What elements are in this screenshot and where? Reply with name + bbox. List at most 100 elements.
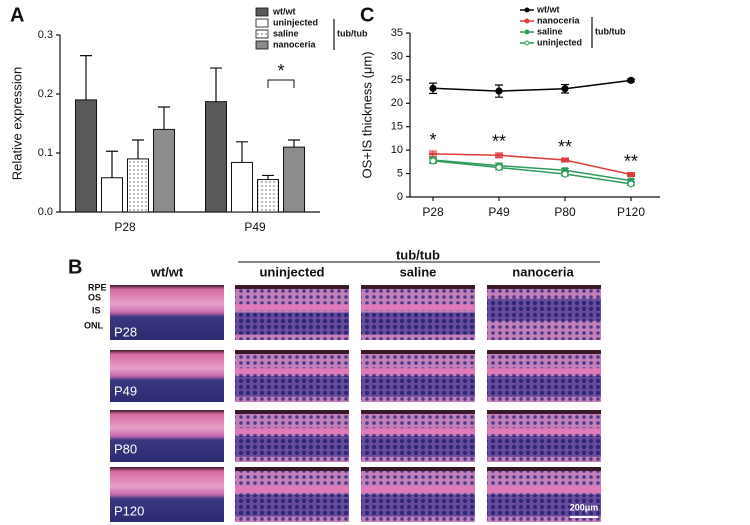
layer-label: ONL — [84, 320, 104, 330]
x-tick-label: P120 — [617, 205, 645, 219]
micrograph-onl — [361, 436, 475, 457]
legend-swatch — [255, 18, 269, 28]
marker — [627, 180, 635, 188]
micrograph-onl — [487, 376, 601, 397]
legend-marker — [524, 29, 530, 35]
column-label: nanoceria — [512, 264, 574, 279]
column-label: wt/wt — [150, 264, 184, 279]
marker — [429, 84, 437, 92]
micrograph — [110, 467, 224, 522]
y-tick-label: 0.3 — [38, 29, 53, 41]
significance-bracket — [267, 79, 295, 89]
y-tick-label: 0.1 — [38, 147, 53, 159]
histology-panel: B tub/tub wt/wt uninjected saline nanoce… — [68, 247, 601, 522]
micrograph-band — [361, 304, 475, 311]
bar — [231, 161, 253, 213]
bar — [257, 179, 279, 213]
micrograph-onl — [235, 312, 349, 335]
y-tick-label: 10 — [391, 144, 403, 156]
legend-swatch — [255, 29, 269, 39]
legend-marker — [524, 18, 530, 24]
marker — [627, 76, 635, 84]
legend-swatch — [255, 7, 269, 17]
legend-group-label: tub/tub — [337, 28, 368, 38]
micrograph — [110, 285, 224, 340]
x-tick-label: P49 — [488, 205, 510, 219]
layer-label: IS — [92, 305, 101, 315]
line — [432, 159, 632, 182]
legend-marker — [524, 7, 530, 13]
group-label: tub/tub — [396, 247, 440, 262]
x-tick-label: P49 — [244, 220, 266, 234]
y-tick-label: 0.0 — [38, 206, 53, 218]
line — [432, 160, 632, 185]
error-bar — [288, 139, 300, 148]
bar — [153, 128, 175, 213]
error-bar — [210, 67, 222, 102]
x-tick-label: P28 — [114, 220, 136, 234]
column-label: uninjected — [259, 264, 324, 279]
legend-group-label: tub/tub — [595, 26, 626, 36]
y-tick-label: 20 — [391, 97, 403, 109]
x-tick-label: P28 — [422, 205, 444, 219]
error-bar — [80, 55, 92, 100]
layer-label: RPE — [88, 282, 107, 292]
significance-label: * — [429, 130, 436, 150]
micrograph-rpe — [235, 467, 349, 471]
legend-label: uninjected — [537, 37, 582, 47]
micrograph-onl — [235, 376, 349, 397]
micrograph-rpe — [487, 410, 601, 414]
error-bar — [262, 174, 274, 180]
marker — [561, 170, 569, 178]
bar — [205, 101, 227, 213]
micrograph-band — [361, 486, 475, 493]
micrograph-rpe — [487, 467, 601, 471]
legend-label: wt/wt — [536, 4, 560, 14]
significance-label: ** — [558, 137, 572, 157]
micrograph-onl — [361, 494, 475, 517]
bar — [127, 158, 149, 213]
legend-marker — [524, 40, 530, 46]
error-bar — [106, 150, 118, 178]
micrograph-band — [487, 486, 601, 493]
bar — [75, 99, 97, 213]
micrograph-rpe — [361, 350, 475, 354]
y-axis-label: Relative expression — [9, 67, 24, 180]
legend-label: saline — [537, 26, 563, 36]
bar — [283, 146, 305, 213]
micrograph-onl — [235, 436, 349, 457]
line — [432, 153, 632, 176]
row-label: P49 — [114, 383, 137, 398]
significance-label: ** — [492, 132, 506, 152]
marker — [495, 153, 503, 157]
column-label: saline — [400, 264, 437, 279]
marker — [429, 157, 437, 165]
marker — [495, 163, 503, 172]
micrograph-band — [235, 304, 349, 311]
error-bar — [236, 141, 248, 163]
panel-label: A — [10, 4, 24, 26]
row-label: P80 — [114, 441, 137, 456]
layer-label: OS — [88, 292, 101, 302]
micrograph-band — [235, 486, 349, 493]
scale-label: 200μm — [570, 502, 599, 512]
marker — [561, 85, 569, 93]
marker — [429, 152, 437, 156]
micrograph-band — [235, 368, 349, 375]
row-label: P120 — [114, 503, 144, 518]
row-label: P28 — [114, 324, 137, 339]
legend-swatch — [255, 40, 269, 50]
micrograph-onl — [361, 312, 475, 335]
bar — [101, 177, 123, 213]
legend-label: wt/wt — [272, 6, 296, 16]
micrograph-rpe — [361, 467, 475, 471]
y-tick-label: 35 — [391, 27, 403, 39]
marker — [562, 167, 568, 174]
micrograph-rpe — [235, 410, 349, 414]
error-bar — [132, 139, 144, 159]
y-tick-label: 0 — [397, 191, 403, 203]
micrograph-rpe — [235, 285, 349, 289]
micrograph-onl — [487, 298, 601, 321]
micrograph-onl — [235, 494, 349, 517]
